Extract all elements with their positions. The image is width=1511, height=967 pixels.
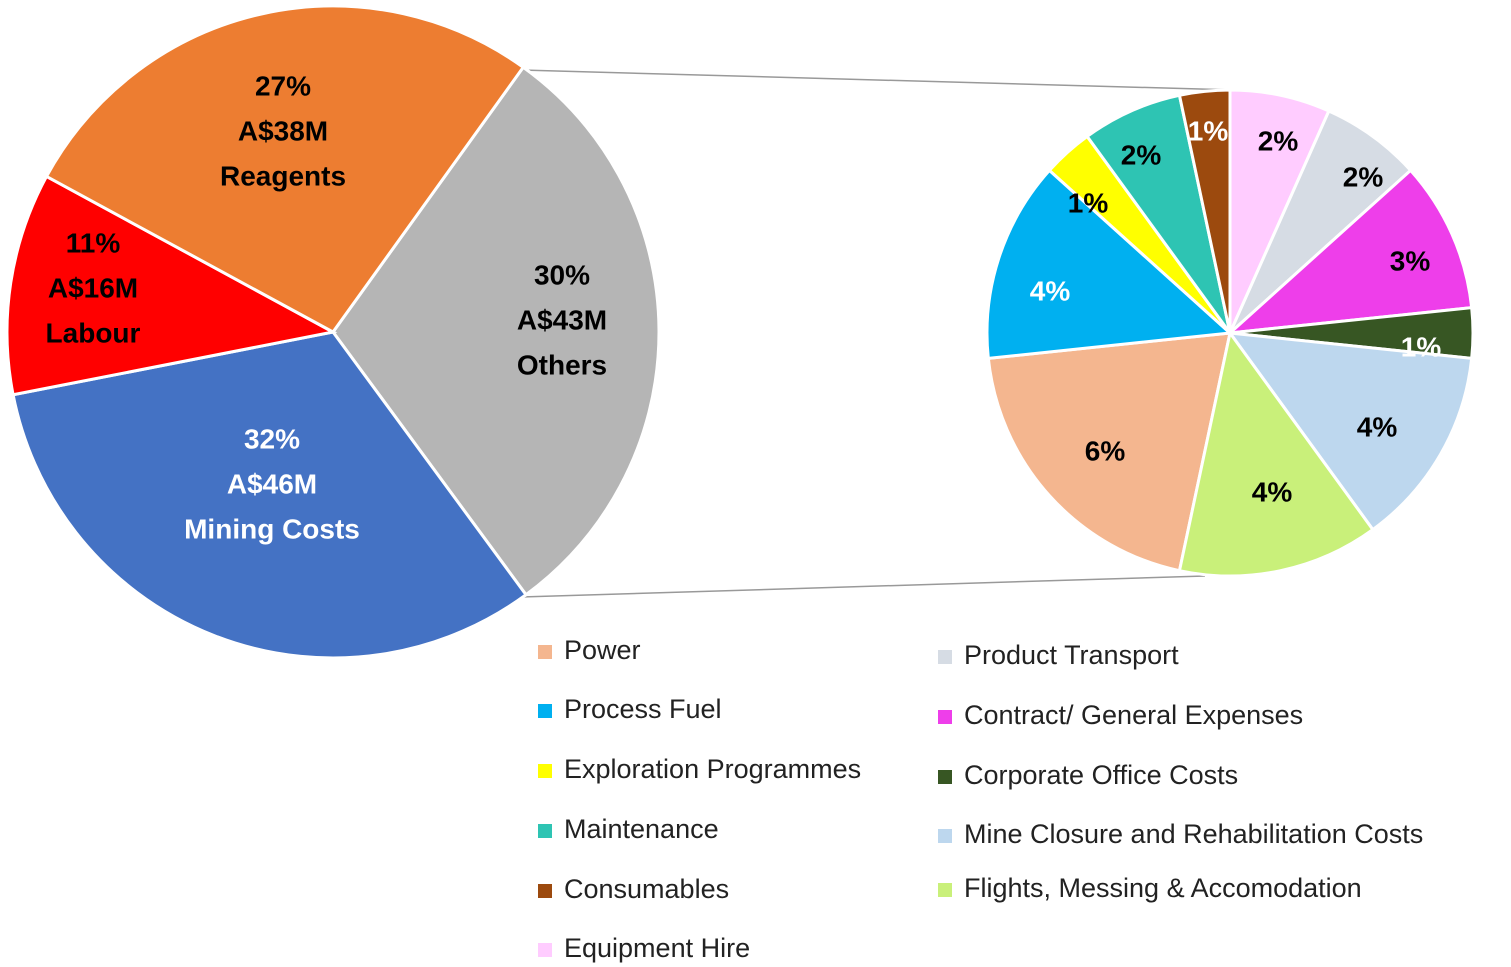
data-label: A$43M bbox=[517, 304, 607, 335]
category-label: Reagents bbox=[220, 160, 346, 191]
legend-label: Exploration Programmes bbox=[564, 754, 861, 784]
pie-slice bbox=[1226, 331, 1474, 532]
legend-label: Corporate Office Costs bbox=[964, 760, 1238, 790]
data-label: A$16M bbox=[48, 272, 138, 303]
pie-slice bbox=[5, 174, 338, 397]
legend-swatch bbox=[538, 764, 552, 778]
connector-line bbox=[520, 69, 1236, 91]
pie-slice bbox=[11, 330, 529, 660]
legend-swatch bbox=[538, 704, 552, 718]
data-label: 11% bbox=[66, 227, 121, 258]
data-label: 3% bbox=[1390, 245, 1431, 276]
data-label: 2% bbox=[1258, 125, 1299, 156]
data-label: 1% bbox=[1068, 187, 1109, 218]
legend-swatch bbox=[538, 943, 552, 957]
legend-label: Mine Closure and Rehabilitation Costs bbox=[964, 819, 1423, 849]
legend-swatch bbox=[938, 829, 952, 843]
data-label: 2% bbox=[1343, 161, 1384, 192]
legend-swatch bbox=[938, 710, 952, 724]
data-label: 32% bbox=[244, 423, 300, 454]
legend-swatch bbox=[938, 650, 952, 664]
pie-slice bbox=[985, 168, 1234, 361]
legend-label: Process Fuel bbox=[564, 694, 722, 724]
legend-swatch bbox=[538, 645, 552, 659]
category-label: Others bbox=[517, 349, 607, 380]
data-label: A$46M bbox=[227, 468, 317, 499]
data-label: 4% bbox=[1030, 275, 1071, 306]
pie-slice bbox=[331, 65, 661, 597]
legend-swatch bbox=[938, 770, 952, 784]
legend-label: Power bbox=[564, 635, 641, 665]
legend-label: Flights, Messing & Accomodation bbox=[964, 873, 1362, 903]
legend-swatch bbox=[938, 883, 952, 897]
data-label: 1% bbox=[1401, 331, 1442, 362]
legend-swatch bbox=[538, 824, 552, 838]
legend-label: Equipment Hire bbox=[564, 933, 750, 963]
category-label: Labour bbox=[46, 317, 141, 348]
category-label: Mining Costs bbox=[184, 513, 360, 544]
data-label: 2% bbox=[1121, 139, 1162, 170]
data-label: 4% bbox=[1357, 411, 1398, 442]
legend-swatch bbox=[538, 884, 552, 898]
pie-slice bbox=[986, 331, 1232, 573]
pie-slice bbox=[1225, 168, 1474, 335]
pie-slice bbox=[1177, 329, 1375, 578]
data-label: A$38M bbox=[238, 115, 328, 146]
data-label: 30% bbox=[534, 259, 590, 290]
legend-label: Contract/ General Expenses bbox=[964, 700, 1303, 730]
legend-label: Product Transport bbox=[964, 640, 1179, 670]
data-label: 1% bbox=[1188, 115, 1229, 146]
data-label: 27% bbox=[255, 70, 311, 101]
legend-label: Consumables bbox=[564, 874, 729, 904]
connector-line bbox=[520, 575, 1206, 598]
pie-slice bbox=[44, 4, 526, 334]
legend-label: Maintenance bbox=[564, 814, 719, 844]
data-label: 4% bbox=[1252, 476, 1293, 507]
data-label: 6% bbox=[1085, 435, 1126, 466]
